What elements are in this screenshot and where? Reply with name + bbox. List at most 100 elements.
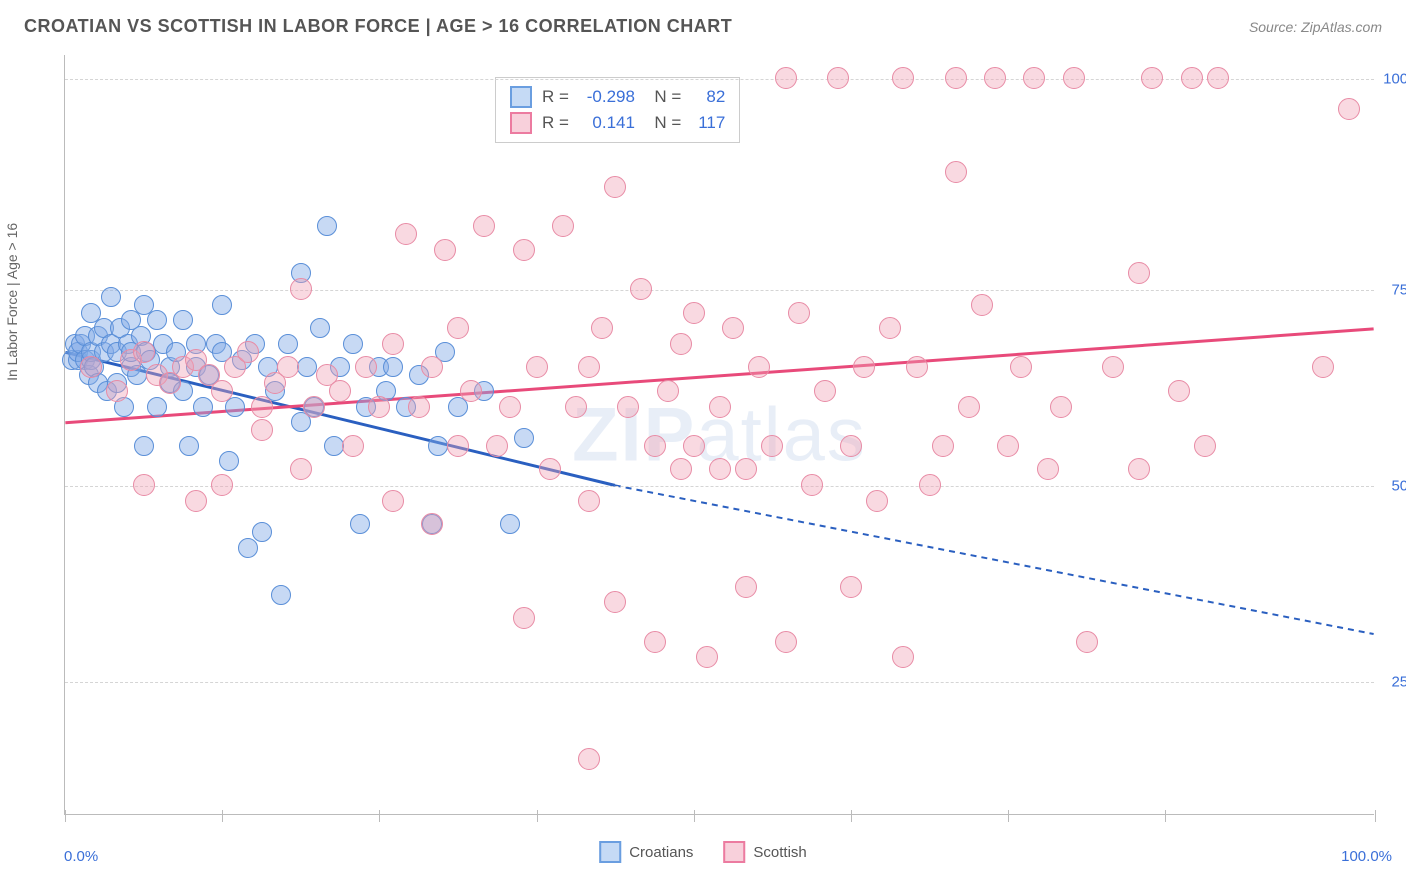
data-point [539,458,561,480]
data-point [552,215,574,237]
data-point [421,356,443,378]
data-point [395,223,417,245]
data-point [486,435,508,457]
data-point [1037,458,1059,480]
data-point [147,397,167,417]
data-point [324,436,344,456]
legend-swatch [599,841,621,863]
data-point [748,356,770,378]
data-point [1023,67,1045,89]
data-point [696,646,718,668]
data-point [1194,435,1216,457]
data-point [919,474,941,496]
data-point [447,435,469,457]
data-point [997,435,1019,457]
x-axis-max-label: 100.0% [1341,848,1392,865]
data-point [866,490,888,512]
data-point [591,317,613,339]
data-point [237,341,259,363]
data-point [735,576,757,598]
y-tick-label: 100.0% [1383,70,1406,87]
data-point [604,591,626,613]
gridline [65,79,1374,80]
data-point [945,67,967,89]
data-point [984,67,1006,89]
data-point [185,490,207,512]
data-point [101,287,121,307]
data-point [709,458,731,480]
data-point [460,380,482,402]
legend-label: Croatians [629,844,693,861]
series-legend: CroatiansScottish [599,841,807,863]
data-point [945,161,967,183]
data-point [932,435,954,457]
data-point [290,278,312,300]
data-point [1102,356,1124,378]
y-axis-label: In Labor Force | Age > 16 [4,223,20,381]
data-point [958,396,980,418]
x-tick-mark [1008,810,1009,822]
data-point [1181,67,1203,89]
trend-line-extrapolated [615,485,1374,634]
data-point [578,356,600,378]
legend-swatch [510,112,532,134]
data-point [906,356,928,378]
data-point [447,317,469,339]
data-point [297,357,317,377]
legend-swatch [510,86,532,108]
data-point [133,341,155,363]
data-point [219,451,239,471]
n-value: 82 [691,87,725,107]
data-point [683,302,705,324]
x-tick-mark [1165,810,1166,822]
data-point [853,356,875,378]
data-point [211,380,233,402]
data-point [801,474,823,496]
data-point [290,458,312,480]
data-point [814,380,836,402]
data-point [173,310,193,330]
data-point [1063,67,1085,89]
r-label: R = [542,113,569,133]
data-point [382,490,404,512]
data-point [329,380,351,402]
x-axis-min-label: 0.0% [64,848,98,865]
data-point [147,310,167,330]
y-tick-label: 75.0% [1391,282,1406,299]
data-point [1128,262,1150,284]
data-point [252,522,272,542]
data-point [179,436,199,456]
data-point [383,357,403,377]
x-tick-mark [537,810,538,822]
data-point [1168,380,1190,402]
data-point [303,396,325,418]
data-point [317,216,337,236]
data-point [251,419,273,441]
x-tick-mark [379,810,380,822]
n-label: N = [645,113,681,133]
data-point [342,435,364,457]
data-point [278,334,298,354]
legend-stat-row: R = -0.298 N = 82 [510,84,725,110]
data-point [421,513,443,535]
data-point [775,631,797,653]
data-point [840,576,862,598]
data-point [343,334,363,354]
data-point [1050,396,1072,418]
data-point [382,333,404,355]
data-point [1010,356,1032,378]
data-point [428,436,448,456]
data-point [513,239,535,261]
x-tick-mark [65,810,66,822]
data-point [644,631,666,653]
data-point [513,607,535,629]
data-point [709,396,731,418]
data-point [251,396,273,418]
data-point [1076,631,1098,653]
x-tick-mark [1375,810,1376,822]
r-value: -0.298 [579,87,635,107]
y-tick-label: 50.0% [1391,477,1406,494]
data-point [355,356,377,378]
data-point [106,380,128,402]
data-point [840,435,862,457]
